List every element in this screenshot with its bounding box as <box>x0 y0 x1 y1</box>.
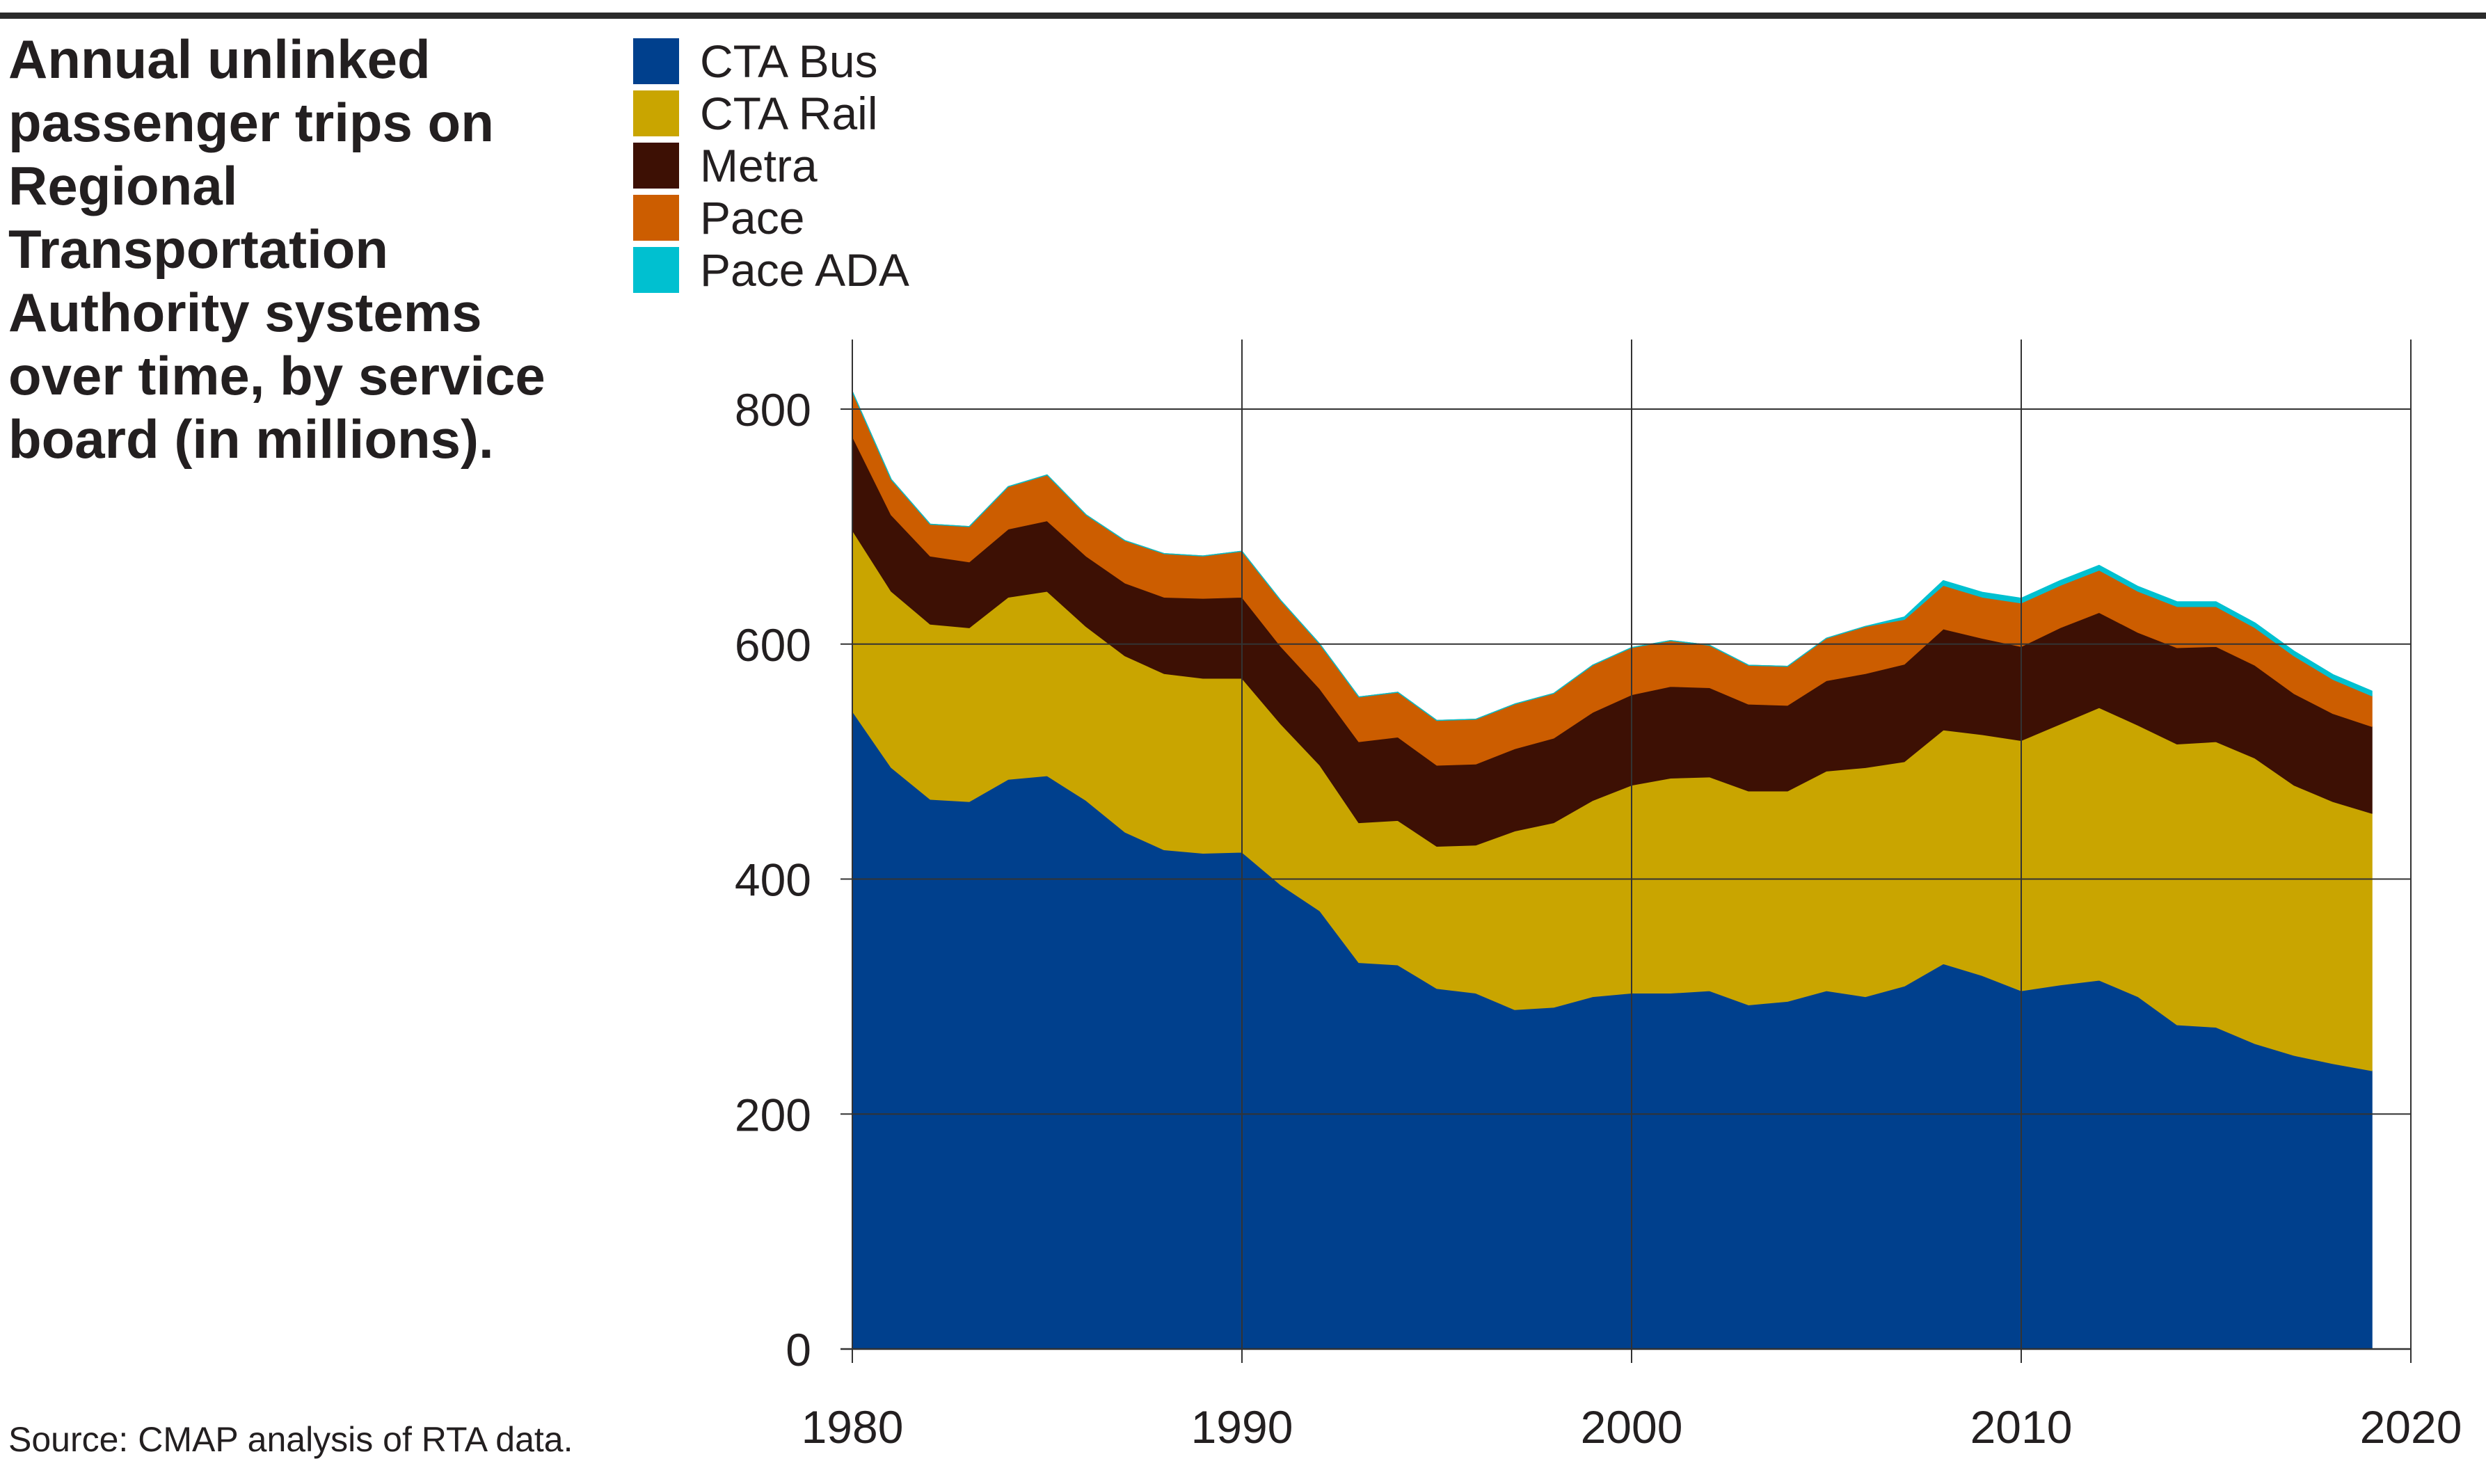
source-note: Source: CMAP analysis of RTA data. <box>8 1420 573 1459</box>
legend-swatch-cta-rail <box>633 90 679 136</box>
x-tick-label-2000: 2000 <box>1581 1401 1683 1453</box>
legend-item-cta-bus: CTA Bus <box>633 35 909 87</box>
y-tick-label-600: 600 <box>735 619 811 671</box>
chart-legend: CTA Bus CTA Rail Metra Pace Pace ADA <box>633 35 909 296</box>
chart-title: Annual unlinked passenger trips on Regio… <box>8 29 545 470</box>
area-series-group <box>852 390 2373 1350</box>
area-pace-ada <box>852 390 2373 721</box>
y-tick-label-800: 800 <box>735 384 811 436</box>
y-tick-label-400: 400 <box>735 854 811 906</box>
top-rule <box>0 13 2486 19</box>
legend-item-cta-rail: CTA Rail <box>633 87 909 139</box>
legend-label-metra: Metra <box>700 139 818 191</box>
legend-label-cta-rail: CTA Rail <box>700 87 878 139</box>
axis-ticks: 0 200 400 600 800 1980 1990 2000 2010 2020 <box>735 384 2462 1453</box>
x-tick-label-1980: 1980 <box>802 1401 904 1453</box>
legend-item-metra: Metra <box>633 139 909 191</box>
legend-swatch-metra <box>633 142 679 189</box>
x-tick-label-1990: 1990 <box>1191 1401 1293 1453</box>
legend-label-cta-bus: CTA Bus <box>700 35 878 87</box>
legend-swatch-pace-ada <box>633 246 679 293</box>
legend-swatch-cta-bus <box>633 38 679 84</box>
legend-swatch-pace <box>633 194 679 241</box>
y-tick-label-200: 200 <box>735 1089 811 1140</box>
x-tick-label-2020: 2020 <box>2360 1401 2462 1453</box>
legend-label-pace: Pace <box>700 191 805 244</box>
x-tick-label-2010: 2010 <box>1970 1401 2073 1453</box>
legend-item-pace-ada: Pace ADA <box>633 244 909 296</box>
legend-item-pace: Pace <box>633 191 909 244</box>
y-tick-label-0: 0 <box>786 1324 811 1375</box>
grid-lines <box>840 340 2412 1363</box>
legend-label-pace-ada: Pace ADA <box>700 244 909 296</box>
